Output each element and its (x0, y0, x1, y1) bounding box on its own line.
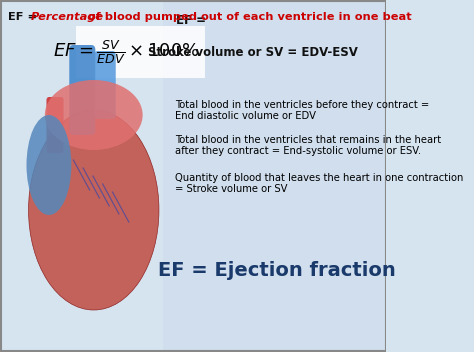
Text: EF = Ejection fraction: EF = Ejection fraction (158, 260, 396, 279)
Text: End diastolic volume or EDV: End diastolic volume or EDV (175, 111, 316, 121)
Text: Stroke volume or SV = EDV-ESV: Stroke volume or SV = EDV-ESV (148, 45, 357, 58)
Text: EF =: EF = (176, 14, 210, 27)
Text: Total blood in the ventricles that remains in the heart: Total blood in the ventricles that remai… (175, 135, 441, 145)
Text: after they contract = End-systolic volume or ESV.: after they contract = End-systolic volum… (175, 146, 421, 156)
FancyBboxPatch shape (69, 45, 95, 135)
Text: $EF = \frac{SV}{EDV} \times 100\%$: $EF = \frac{SV}{EDV} \times 100\%$ (53, 38, 200, 66)
FancyBboxPatch shape (163, 0, 386, 352)
Text: = Stroke volume or SV: = Stroke volume or SV (175, 184, 288, 194)
Text: Percentage: Percentage (31, 12, 104, 22)
Text: of blood pumped out of each ventricle in one beat: of blood pumped out of each ventricle in… (84, 12, 411, 22)
Text: Total blood in the ventricles before they contract =: Total blood in the ventricles before the… (175, 100, 429, 110)
Ellipse shape (45, 80, 143, 150)
Text: Quantity of blood that leaves the heart in one contraction: Quantity of blood that leaves the heart … (175, 173, 464, 183)
Text: EF =: EF = (8, 12, 41, 22)
FancyBboxPatch shape (94, 51, 116, 119)
FancyBboxPatch shape (76, 26, 205, 78)
Ellipse shape (27, 115, 71, 215)
FancyBboxPatch shape (46, 97, 64, 153)
Ellipse shape (28, 110, 159, 310)
